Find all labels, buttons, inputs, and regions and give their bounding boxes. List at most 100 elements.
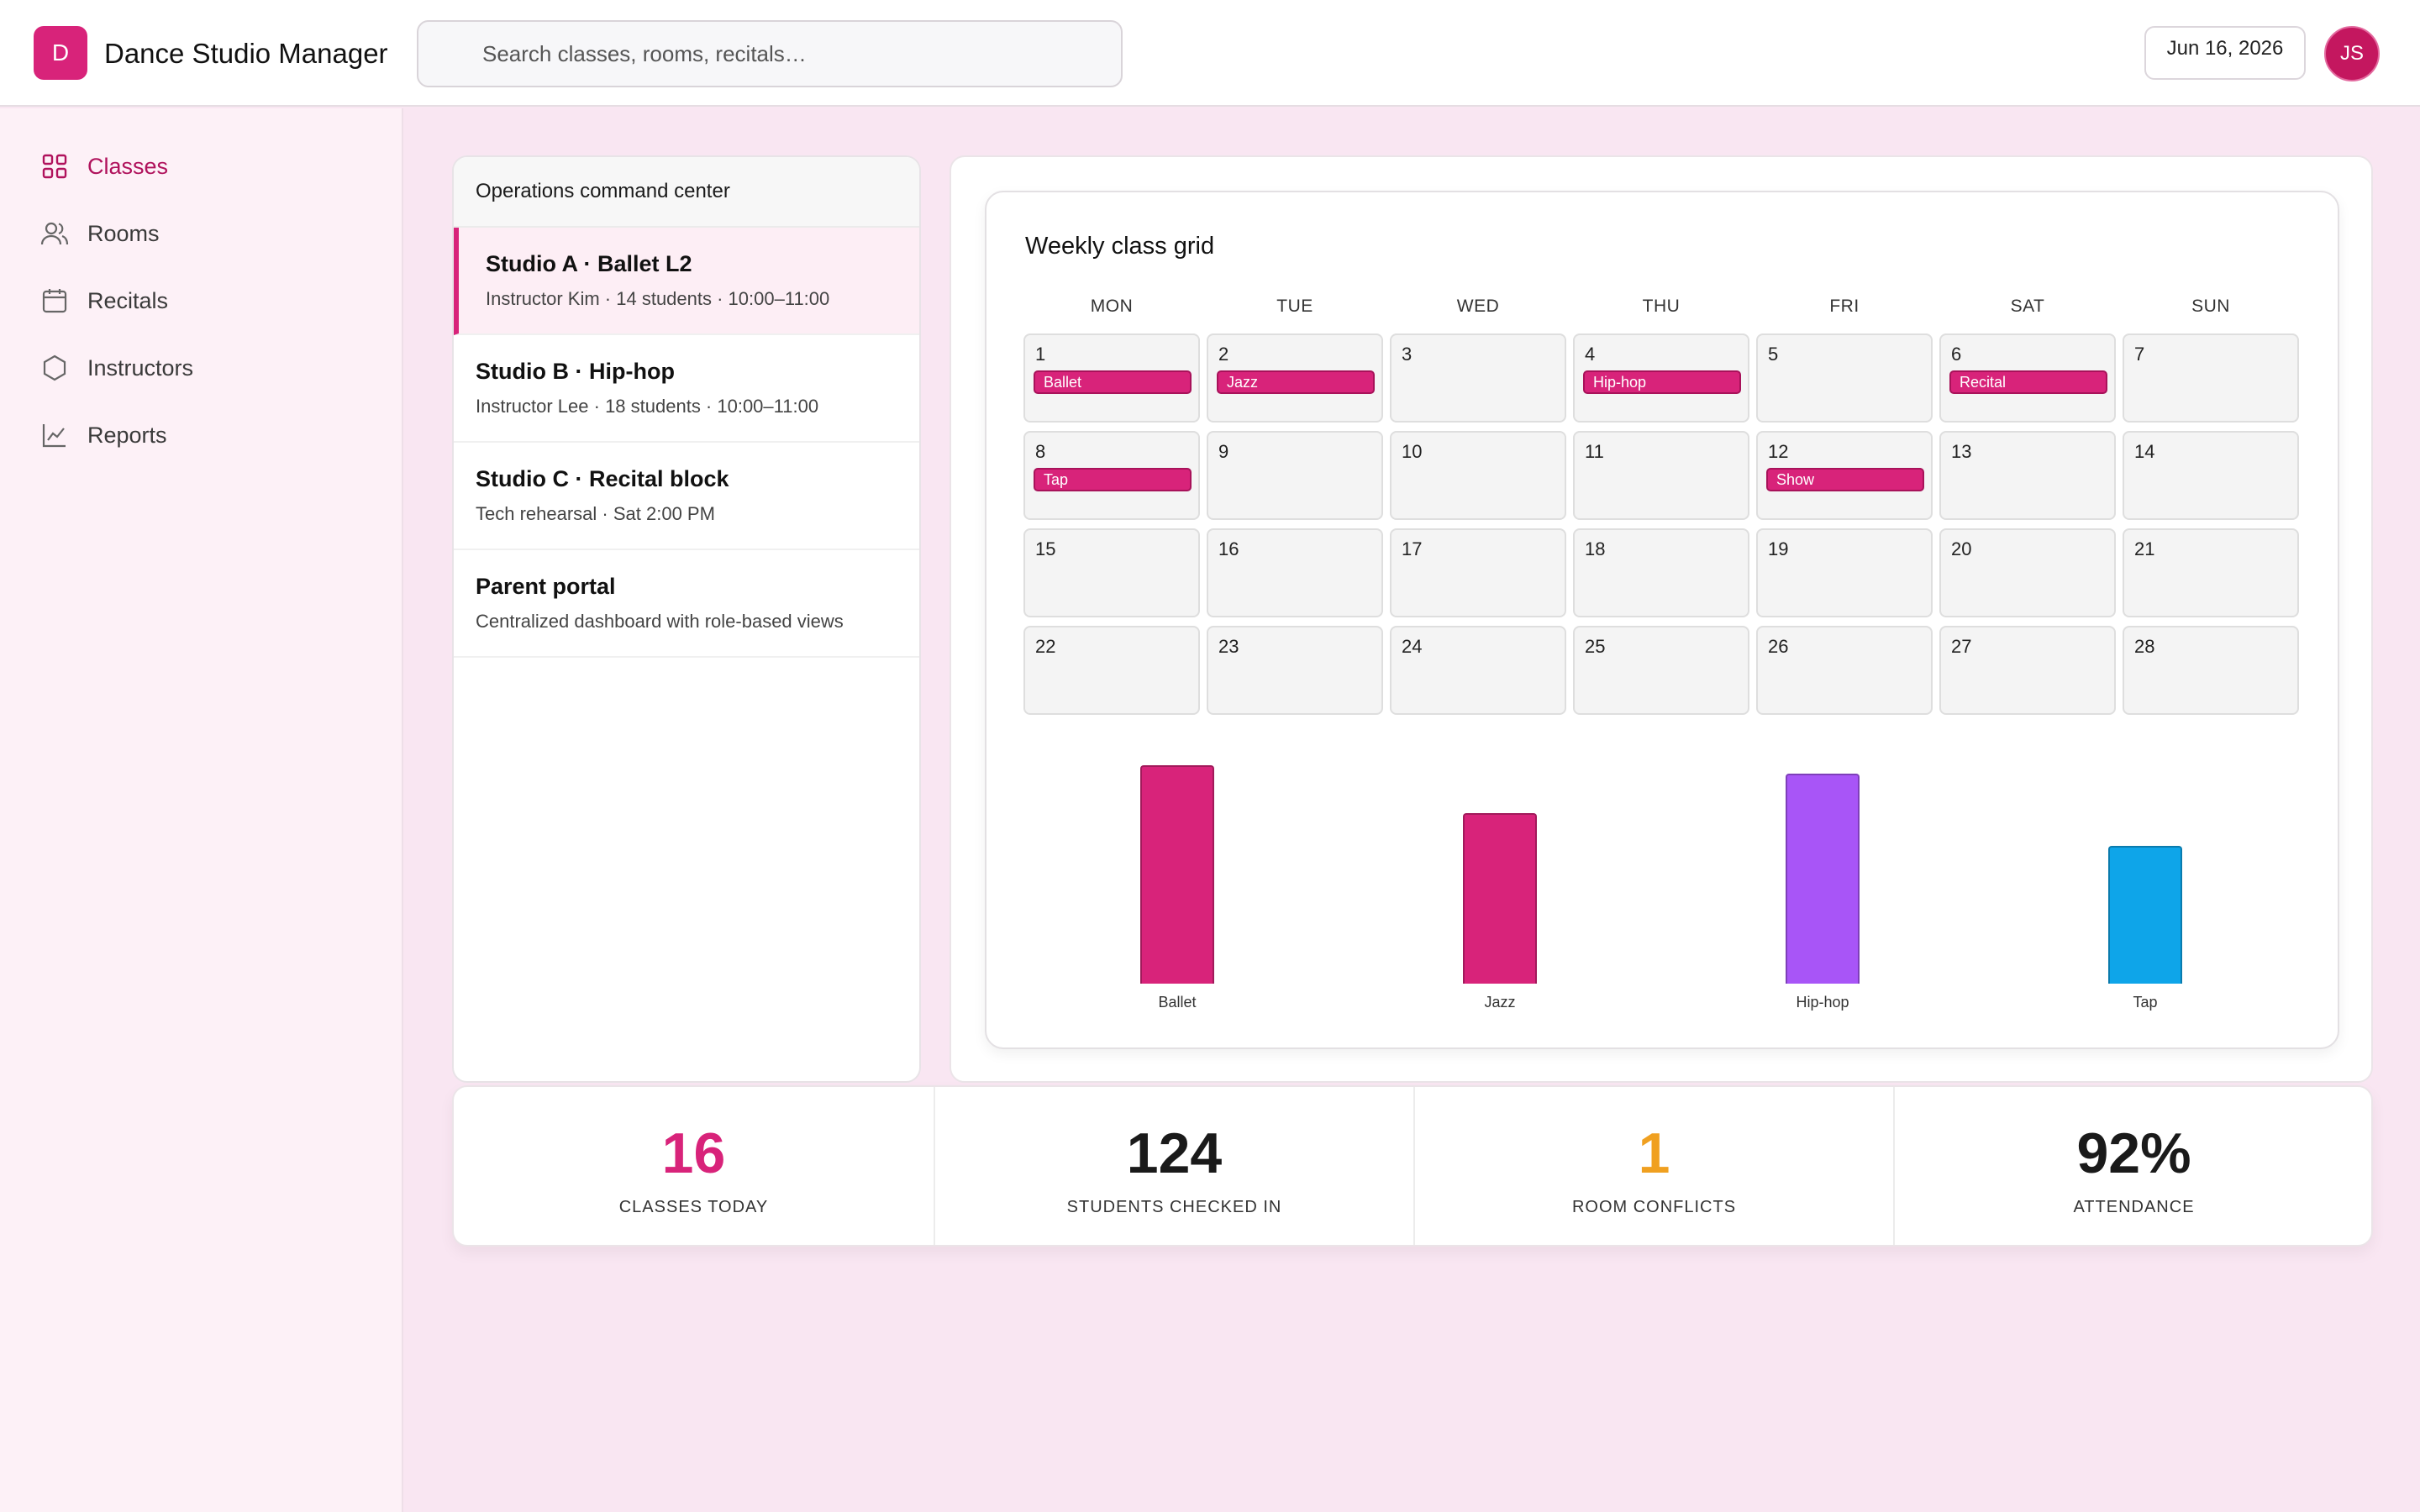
event-tag[interactable]: Recital — [1949, 370, 2107, 394]
calendar-day[interactable]: 18 — [1573, 528, 1749, 617]
event-tag[interactable]: Tap — [1034, 468, 1192, 491]
bar-jazz[interactable] — [1463, 813, 1537, 984]
hexagon-icon — [40, 354, 69, 382]
sidebar-item-label: Classes — [87, 153, 169, 179]
day-number: 16 — [1218, 538, 1239, 559]
avatar[interactable]: JS — [2324, 26, 2380, 81]
stat-label: STUDENTS CHECKED IN — [1066, 1198, 1282, 1216]
calendar-day[interactable]: 25 — [1573, 626, 1749, 715]
day-number: 14 — [2134, 441, 2155, 462]
stat-label: CLASSES TODAY — [618, 1198, 769, 1216]
calendar-day[interactable]: 4 Hip-hop — [1573, 333, 1749, 423]
calendar-day[interactable]: 28 — [2123, 626, 2299, 715]
calendar-day[interactable]: 9 — [1207, 431, 1383, 520]
sidebar-item-instructors[interactable]: Instructors — [40, 348, 193, 388]
calendar-day[interactable]: 3 — [1390, 333, 1566, 423]
search-input[interactable] — [482, 22, 1104, 86]
calendar-day[interactable]: 7 — [2123, 333, 2299, 423]
calendar-day[interactable]: 27 — [1939, 626, 2116, 715]
event-tag[interactable]: Hip-hop — [1583, 370, 1741, 394]
calendar-day[interactable]: 8 Tap — [1023, 431, 1200, 520]
day-number: 2 — [1218, 344, 1229, 365]
sidebar-item-label: Instructors — [87, 354, 194, 381]
sidebar-item-rooms[interactable]: Rooms — [40, 213, 160, 254]
day-number: 5 — [1768, 344, 1779, 365]
bar-tap[interactable] — [2108, 846, 2182, 984]
calendar-day[interactable]: 12 Show — [1756, 431, 1933, 520]
sidebar-item-label: Recitals — [87, 287, 169, 313]
ops-item-title: Parent portal — [476, 574, 616, 599]
ops-item-studio-c[interactable]: Studio C · Recital block Tech rehearsal … — [454, 443, 919, 550]
stats-row: 16 CLASSES TODAY 124 STUDENTS CHECKED IN… — [452, 1085, 2373, 1247]
event-tag[interactable]: Ballet — [1034, 370, 1192, 394]
ops-item-title: Studio A · Ballet L2 — [486, 251, 692, 276]
day-number: 18 — [1585, 538, 1606, 559]
chart-line-icon — [40, 421, 69, 449]
calendar-panel: Weekly class grid MON TUE WED THU FRI SAT SUN … — [950, 155, 2373, 1083]
ops-item-subtitle: Instructor Lee · 18 students · 10:00–11:… — [476, 396, 819, 417]
weekday-label: TUE — [1276, 297, 1313, 316]
sidebar-item-recitals[interactable]: Recitals — [40, 281, 168, 321]
event-tag[interactable]: Show — [1766, 468, 1924, 491]
day-number: 7 — [2134, 344, 2145, 365]
sidebar-item-classes[interactable]: Classes — [40, 146, 168, 186]
day-number: 11 — [1585, 441, 1604, 462]
calendar-day[interactable]: 6 Recital — [1939, 333, 2116, 423]
day-number: 1 — [1035, 344, 1046, 365]
day-number: 17 — [1402, 538, 1423, 559]
event-tag[interactable]: Jazz — [1217, 370, 1375, 394]
day-number: 6 — [1951, 344, 1962, 365]
day-number: 22 — [1035, 636, 1056, 657]
day-number: 3 — [1402, 344, 1413, 365]
calendar-day[interactable]: 16 — [1207, 528, 1383, 617]
stat-value: 124 — [1126, 1121, 1223, 1185]
sidebar-item-label: Rooms — [87, 220, 160, 246]
calendar-day[interactable]: 24 — [1390, 626, 1566, 715]
ops-item-subtitle: Instructor Kim · 14 students · 10:00–11:… — [486, 288, 830, 309]
day-number: 8 — [1035, 441, 1046, 462]
calendar-day[interactable]: 22 — [1023, 626, 1200, 715]
calendar-day[interactable]: 21 — [2123, 528, 2299, 617]
day-number: 23 — [1218, 636, 1239, 657]
ops-item-studio-a[interactable]: Studio A · Ballet L2 Instructor Kim · 14… — [454, 228, 919, 335]
stat-label: ATTENDANCE — [2073, 1198, 2195, 1216]
calendar-day[interactable]: 15 — [1023, 528, 1200, 617]
bar-label: Jazz — [1484, 994, 1516, 1011]
calendar-day[interactable]: 23 — [1207, 626, 1383, 715]
bar-hip-hop[interactable] — [1786, 774, 1860, 984]
calendar-day[interactable]: 19 — [1756, 528, 1933, 617]
calendar-day[interactable]: 26 — [1756, 626, 1933, 715]
weekday-label: SUN — [2191, 297, 2230, 316]
bar-label: Hip-hop — [1796, 994, 1849, 1011]
day-number: 27 — [1951, 636, 1972, 657]
day-number: 12 — [1768, 441, 1789, 462]
ops-item-title: Studio C · Recital block — [476, 466, 729, 491]
calendar-day[interactable]: 5 — [1756, 333, 1933, 423]
day-number: 4 — [1585, 344, 1596, 365]
calendar-day[interactable]: 17 — [1390, 528, 1566, 617]
app-logo[interactable]: D — [34, 26, 87, 80]
calendar-day[interactable]: 10 — [1390, 431, 1566, 520]
bar-label: Ballet — [1158, 994, 1197, 1011]
calendar-icon — [40, 286, 69, 315]
calendar-title: Weekly class grid — [1025, 233, 1215, 260]
calendar-day[interactable]: 20 — [1939, 528, 2116, 617]
day-number: 20 — [1951, 538, 1972, 559]
weekday-label: THU — [1642, 297, 1681, 316]
bar-ballet[interactable] — [1140, 765, 1214, 984]
search-box[interactable] — [417, 20, 1123, 87]
stat-label: ROOM CONFLICTS — [1571, 1198, 1737, 1216]
ops-item-parent-portal[interactable]: Parent portal Centralized dashboard with… — [454, 550, 919, 658]
top-bar: D Dance Studio Manager Jun 16, 2026 JS — [0, 0, 2420, 107]
ops-item-studio-b[interactable]: Studio B · Hip-hop Instructor Lee · 18 s… — [454, 335, 919, 443]
calendar-day[interactable]: 1 Ballet — [1023, 333, 1200, 423]
calendar-day[interactable]: 2 Jazz — [1207, 333, 1383, 423]
app-title: Dance Studio Manager — [104, 38, 388, 69]
calendar-day[interactable]: 14 — [2123, 431, 2299, 520]
calendar-day[interactable]: 11 — [1573, 431, 1749, 520]
day-number: 19 — [1768, 538, 1789, 559]
sidebar-item-reports[interactable]: Reports — [40, 415, 167, 455]
stat-attendance: 92% ATTENDANCE — [1893, 1087, 2373, 1245]
date-button[interactable]: Jun 16, 2026 — [2144, 26, 2306, 80]
calendar-day[interactable]: 13 — [1939, 431, 2116, 520]
